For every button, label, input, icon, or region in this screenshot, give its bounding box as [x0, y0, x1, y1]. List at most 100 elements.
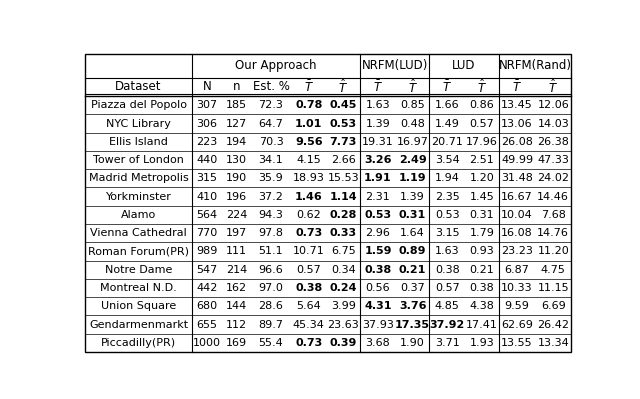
Text: 19.31: 19.31: [362, 137, 394, 147]
Text: 680: 680: [196, 301, 218, 311]
Text: 3.68: 3.68: [365, 338, 390, 348]
Text: 15.53: 15.53: [328, 173, 359, 184]
Text: 1.01: 1.01: [295, 119, 323, 128]
Text: 1000: 1000: [193, 338, 221, 348]
Text: 34.1: 34.1: [259, 155, 284, 165]
Text: $\bar{T}$: $\bar{T}$: [373, 79, 383, 95]
Text: 1.91: 1.91: [364, 173, 392, 184]
Text: 13.34: 13.34: [538, 338, 569, 348]
Text: 4.15: 4.15: [296, 155, 321, 165]
Text: Piazza del Popolo: Piazza del Popolo: [91, 100, 187, 110]
Text: 26.08: 26.08: [501, 137, 533, 147]
Text: 14.03: 14.03: [538, 119, 569, 128]
Text: 0.78: 0.78: [295, 100, 323, 110]
Text: 20.71: 20.71: [431, 137, 463, 147]
Text: 16.67: 16.67: [501, 192, 533, 201]
Text: 10.04: 10.04: [501, 210, 533, 220]
Text: $\hat{T}$: $\hat{T}$: [408, 78, 417, 96]
Text: 224: 224: [226, 210, 247, 220]
Text: 564: 564: [196, 210, 218, 220]
Text: 37.93: 37.93: [362, 320, 394, 330]
Text: 96.6: 96.6: [259, 265, 284, 275]
Text: 440: 440: [196, 155, 218, 165]
Text: 1.39: 1.39: [400, 192, 425, 201]
Text: 307: 307: [196, 100, 218, 110]
Text: 17.35: 17.35: [395, 320, 430, 330]
Text: Dataset: Dataset: [115, 81, 162, 93]
Text: 97.8: 97.8: [259, 228, 284, 238]
Text: $\hat{T}$: $\hat{T}$: [477, 78, 487, 96]
Text: 94.3: 94.3: [259, 210, 284, 220]
Text: 1.14: 1.14: [330, 192, 357, 201]
Text: 169: 169: [226, 338, 247, 348]
Text: 49.99: 49.99: [501, 155, 533, 165]
Text: 9.56: 9.56: [295, 137, 323, 147]
Text: 1.93: 1.93: [470, 338, 494, 348]
Text: 31.48: 31.48: [501, 173, 533, 184]
Text: 0.34: 0.34: [331, 265, 356, 275]
Text: 7.68: 7.68: [541, 210, 566, 220]
Text: 1.20: 1.20: [470, 173, 494, 184]
Text: 127: 127: [226, 119, 247, 128]
Text: 3.54: 3.54: [435, 155, 460, 165]
Text: 0.38: 0.38: [364, 265, 392, 275]
Text: 0.73: 0.73: [295, 228, 323, 238]
Text: 23.63: 23.63: [328, 320, 359, 330]
Text: Alamo: Alamo: [121, 210, 156, 220]
Text: 1.64: 1.64: [400, 228, 425, 238]
Text: 4.85: 4.85: [435, 301, 460, 311]
Text: 0.86: 0.86: [470, 100, 494, 110]
Text: 4.75: 4.75: [541, 265, 566, 275]
Text: 0.57: 0.57: [296, 265, 321, 275]
Text: $\bar{T}$: $\bar{T}$: [442, 79, 452, 95]
Text: 0.48: 0.48: [400, 119, 425, 128]
Text: 2.35: 2.35: [435, 192, 460, 201]
Text: 3.26: 3.26: [364, 155, 392, 165]
Text: 1.19: 1.19: [399, 173, 426, 184]
Text: 14.76: 14.76: [538, 228, 569, 238]
Text: 17.41: 17.41: [466, 320, 498, 330]
Text: 72.3: 72.3: [259, 100, 284, 110]
Text: $\bar{T}$: $\bar{T}$: [512, 79, 522, 95]
Text: 2.51: 2.51: [470, 155, 494, 165]
Text: 196: 196: [226, 192, 247, 201]
Text: 45.34: 45.34: [292, 320, 324, 330]
Text: 162: 162: [226, 283, 247, 293]
Text: NYC Library: NYC Library: [106, 119, 171, 128]
Text: 144: 144: [226, 301, 247, 311]
Text: 0.89: 0.89: [399, 247, 426, 257]
Text: $\hat{T}$: $\hat{T}$: [548, 78, 558, 96]
Text: Vienna Cathedral: Vienna Cathedral: [90, 228, 187, 238]
Text: 35.9: 35.9: [259, 173, 284, 184]
Text: NRFM(LUD): NRFM(LUD): [362, 59, 428, 72]
Text: 2.31: 2.31: [365, 192, 390, 201]
Text: 0.45: 0.45: [330, 100, 357, 110]
Text: 14.46: 14.46: [538, 192, 569, 201]
Text: Our Approach: Our Approach: [236, 59, 317, 72]
Text: 315: 315: [196, 173, 218, 184]
Text: 0.39: 0.39: [330, 338, 357, 348]
Text: 13.55: 13.55: [501, 338, 533, 348]
Text: Union Square: Union Square: [101, 301, 176, 311]
Text: Est. %: Est. %: [253, 81, 289, 93]
Text: 5.64: 5.64: [296, 301, 321, 311]
Text: 28.6: 28.6: [259, 301, 284, 311]
Text: Roman Forum(PR): Roman Forum(PR): [88, 247, 189, 257]
Text: 18.93: 18.93: [292, 173, 324, 184]
Text: 0.38: 0.38: [470, 283, 494, 293]
Text: 24.02: 24.02: [537, 173, 569, 184]
Text: 11.15: 11.15: [538, 283, 569, 293]
Text: 12.06: 12.06: [538, 100, 569, 110]
Text: Piccadilly(PR): Piccadilly(PR): [101, 338, 176, 348]
Text: 3.99: 3.99: [331, 301, 356, 311]
Text: Montreal N.D.: Montreal N.D.: [100, 283, 177, 293]
Text: 0.85: 0.85: [400, 100, 425, 110]
Text: 190: 190: [226, 173, 247, 184]
Text: Ellis Island: Ellis Island: [109, 137, 168, 147]
Text: 6.75: 6.75: [331, 247, 356, 257]
Text: 197: 197: [226, 228, 247, 238]
Text: 37.2: 37.2: [259, 192, 284, 201]
Text: 1.94: 1.94: [435, 173, 460, 184]
Text: 1.39: 1.39: [365, 119, 390, 128]
Text: 2.66: 2.66: [331, 155, 356, 165]
